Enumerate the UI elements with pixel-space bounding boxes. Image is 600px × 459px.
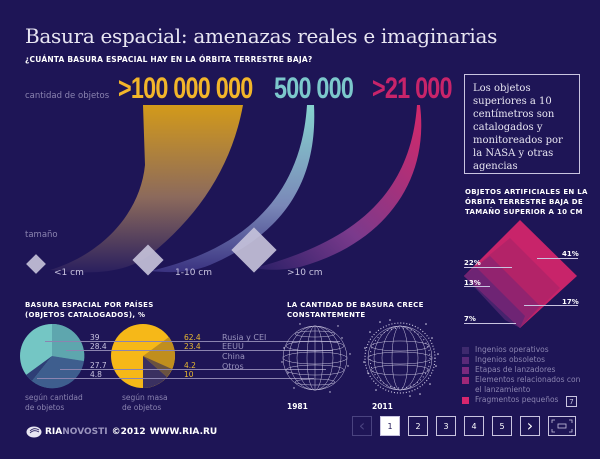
size-label-small: <1 cm (54, 268, 84, 278)
leader-line (524, 305, 578, 306)
pct-obsolete: 17% (562, 298, 579, 306)
mass-value-china: 4.2 (184, 361, 196, 370)
legend-item: Elementos relacionados con el lanzamient… (462, 375, 580, 395)
count-value-russia: 39 (90, 333, 100, 342)
count-medium-debris: 500 000 (274, 72, 354, 105)
country-label-other: Otros (222, 362, 244, 371)
legend-swatch (462, 367, 469, 374)
countries-pie-charts (20, 323, 175, 389)
year-2011: 2011 (372, 402, 393, 411)
prev-page-button[interactable]: ‹ (352, 416, 372, 436)
size-label-large: >10 cm (287, 268, 323, 278)
fullscreen-icon (551, 419, 573, 433)
pie-caption-count: según cantidad de objetos (25, 393, 83, 412)
artificial-objects-diamond-chart (464, 220, 577, 328)
footer-brand: RIA NOVOSTI ©2012 WWW.RIA.RU (26, 426, 217, 438)
page-button-1[interactable]: 1 (380, 416, 400, 436)
page-button-5[interactable]: 5 (492, 416, 512, 436)
artificial-objects-legend: Ingenios operativos Ingenios obsoletos E… (462, 345, 580, 405)
page-button-2[interactable]: 2 (408, 416, 428, 436)
leader-line (537, 258, 578, 259)
count-small-debris: >100 000 000 (118, 72, 253, 105)
next-page-button[interactable]: › (520, 416, 540, 436)
size-axis-label: tamaño (25, 230, 58, 240)
mass-value-other: 10 (184, 370, 194, 379)
leader-line (37, 378, 314, 379)
website-link[interactable]: WWW.RIA.RU (149, 427, 218, 437)
chevron-left-icon: ‹ (358, 416, 366, 435)
debris-dots-1981 (281, 323, 351, 393)
cyan-flow (150, 105, 315, 273)
leader-line (66, 350, 333, 351)
page-title: Basura espacial: amenazas reales e imagi… (25, 24, 498, 48)
legend-swatch (462, 347, 469, 354)
pie-by-count (20, 323, 85, 389)
legend-swatch (462, 397, 469, 404)
fullscreen-button[interactable] (548, 416, 576, 436)
debris-flow-graphic (50, 105, 422, 273)
leader-line (464, 323, 516, 324)
info-box-text: Los objetos superiores a 10 centímetros … (473, 83, 563, 172)
size-label-medium: 1-10 cm (175, 268, 213, 278)
legend-item: Fragmentos pequeños (462, 395, 580, 405)
legend-swatch (462, 357, 469, 364)
pct-launcher-stages: 13% (464, 279, 481, 287)
pie-caption-mass: según masa de objetos (122, 393, 168, 412)
artificial-objects-heading: OBJETOS ARTIFICIALES EN LA ÓRBITA TERRES… (465, 188, 588, 216)
leader-line (464, 267, 512, 268)
page-indicator: 7 (566, 396, 577, 407)
legend-swatch (462, 377, 469, 384)
country-label-china: China (222, 352, 245, 361)
growth-heading: LA CANTIDAD DE BASURA CRECE CONSTANTEMEN… (287, 301, 424, 319)
count-value-usa: 28.4 (90, 342, 107, 351)
chevron-right-icon: › (526, 416, 534, 435)
copyright: ©2012 (111, 427, 146, 437)
yellow-flow (50, 105, 243, 273)
leader-line (464, 286, 490, 287)
info-box: Los objetos superiores a 10 centímetros … (464, 74, 580, 174)
brand-novosti: NOVOSTI (62, 427, 108, 437)
page-button-3[interactable]: 3 (436, 416, 456, 436)
page-subtitle: ¿CUÁNTA BASURA ESPACIAL HAY EN LA ÓRBITA… (25, 55, 313, 64)
legend-item: Etapas de lanzadores (462, 365, 580, 375)
debris-dots-2011 (363, 319, 439, 397)
country-label-usa: EEUU (222, 342, 244, 351)
page-button-4[interactable]: 4 (464, 416, 484, 436)
count-value-china: 27.7 (90, 361, 107, 370)
countries-heading: BASURA ESPACIAL POR PAÍSES (OBJETOS CATA… (25, 301, 154, 319)
pie-by-mass (111, 324, 175, 388)
mass-value-usa: 23.4 (184, 342, 201, 351)
year-1981: 1981 (287, 402, 308, 411)
globe-graphics (281, 319, 439, 397)
pct-operational: 7% (464, 315, 476, 323)
ria-logo-icon (26, 426, 42, 438)
magenta-flow (255, 105, 422, 270)
leader-line (45, 341, 340, 342)
country-label-russia: Rusia y CEI (222, 333, 267, 342)
pct-fragments: 41% (562, 250, 579, 258)
count-large-debris: >21 000 (372, 72, 453, 105)
mass-value-russia: 62.4 (184, 333, 201, 342)
legend-item: Ingenios operativos (462, 345, 580, 355)
brand-ria: RIA (45, 427, 63, 437)
legend-item: Ingenios obsoletos (462, 355, 580, 365)
quantity-axis-label: cantidad de objetos (25, 91, 110, 101)
pct-launch-elements: 22% (464, 259, 481, 267)
leader-line (60, 369, 326, 370)
count-value-other: 4.8 (90, 370, 102, 379)
globe-1981 (282, 325, 348, 391)
globe-2011 (364, 322, 436, 394)
